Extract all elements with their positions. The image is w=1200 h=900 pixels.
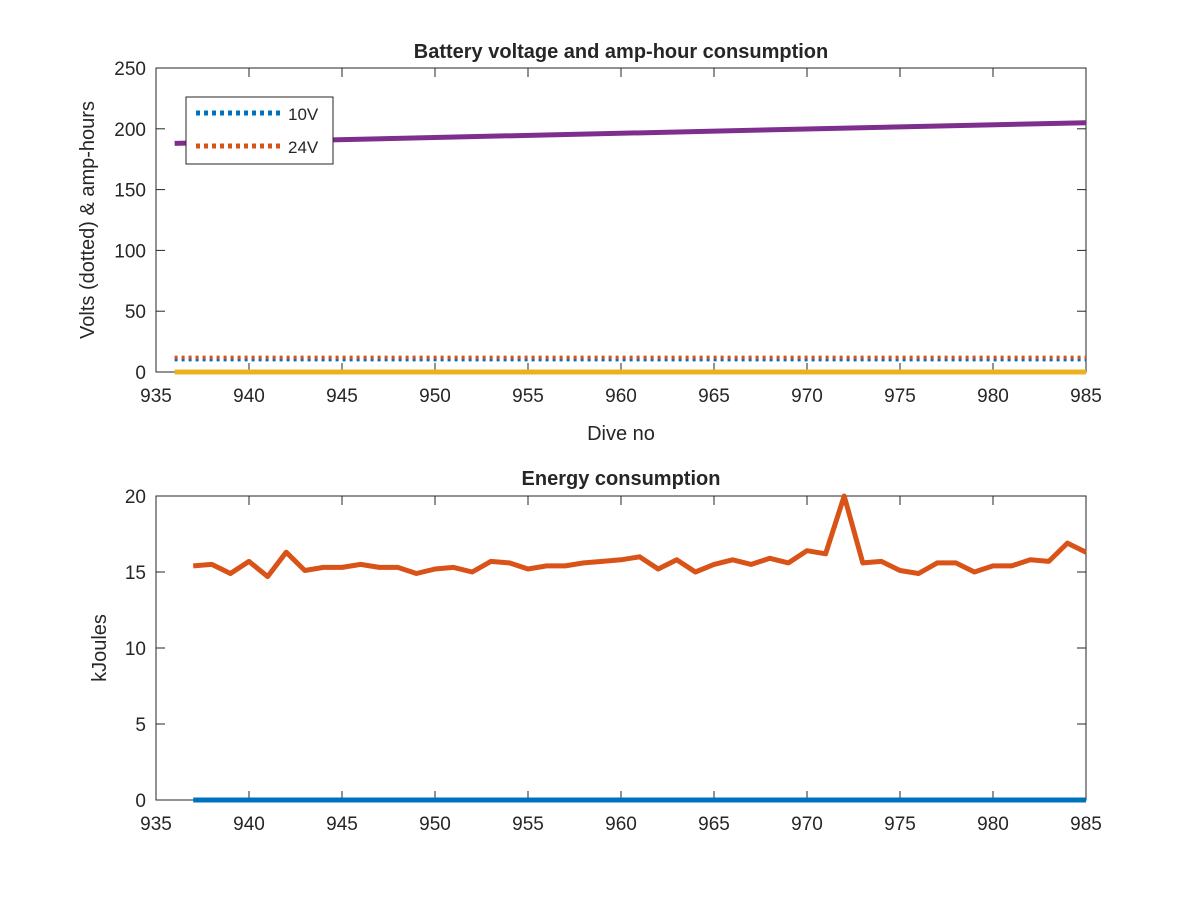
series-layer (192, 493, 1088, 803)
x-tick-label: 960 (605, 386, 637, 407)
chart-title: Energy consumption (522, 468, 721, 490)
x-tick-label: 975 (884, 814, 916, 835)
y-tick-label: 15 (125, 563, 146, 584)
x-tick-label: 935 (140, 386, 172, 407)
energy-consumption-chart: Energy consumption 935 940 945 950 955 960 965… (89, 468, 1102, 835)
x-tick-label: 945 (326, 814, 358, 835)
legend-label-10v: 10V (288, 105, 319, 124)
x-tick-label: 945 (326, 386, 358, 407)
y-tick-label: 5 (135, 715, 146, 736)
x-tick-label: 950 (419, 814, 451, 835)
y-axis: 0 5 10 15 20 (125, 487, 1086, 812)
y-tick-label: 20 (125, 487, 146, 508)
y-axis-label: Volts (dotted) & amp-hours (77, 101, 99, 339)
x-tick-label: 955 (512, 386, 544, 407)
x-tick-label: 940 (233, 814, 265, 835)
x-tick-label: 940 (233, 386, 265, 407)
x-axis: 935 940 945 950 955 960 965 970 975 980 985 (140, 68, 1102, 407)
legend: 10V 24V (185, 96, 334, 165)
x-tick-label: 980 (977, 386, 1009, 407)
y-axis-label: kJoules (89, 614, 111, 682)
chart-title: Battery voltage and amp-hour consumption (414, 41, 828, 63)
y-tick-label: 100 (114, 241, 146, 262)
x-tick-label: 985 (1070, 386, 1102, 407)
y-tick-label: 250 (114, 59, 146, 80)
x-tick-label: 935 (140, 814, 172, 835)
x-tick-label: 985 (1070, 814, 1102, 835)
x-tick-label: 970 (791, 386, 823, 407)
legend-box (185, 96, 334, 165)
x-tick-label: 950 (419, 386, 451, 407)
x-tick-label: 960 (605, 814, 637, 835)
x-axis: 935 940 945 950 955 960 965 970 975 980 985 (140, 496, 1102, 835)
y-axis: 0 50 100 150 200 250 (114, 59, 1086, 384)
x-axis-label: Dive no (587, 423, 655, 445)
x-tick-label: 980 (977, 814, 1009, 835)
x-tick-label: 970 (791, 814, 823, 835)
legend-label-24v: 24V (288, 138, 319, 157)
y-tick-label: 50 (125, 302, 146, 323)
plot-area (155, 495, 1087, 801)
voltage-amphour-chart: Battery voltage and amp-hour consumption… (77, 41, 1102, 445)
series-line-1-1 (192, 493, 1088, 580)
x-tick-label: 965 (698, 386, 730, 407)
y-tick-label: 200 (114, 120, 146, 141)
x-tick-label: 965 (698, 814, 730, 835)
y-tick-label: 0 (135, 363, 146, 384)
x-tick-label: 975 (884, 386, 916, 407)
x-tick-label: 955 (512, 814, 544, 835)
y-tick-label: 150 (114, 181, 146, 202)
y-tick-label: 0 (135, 791, 146, 812)
y-tick-label: 10 (125, 639, 146, 660)
